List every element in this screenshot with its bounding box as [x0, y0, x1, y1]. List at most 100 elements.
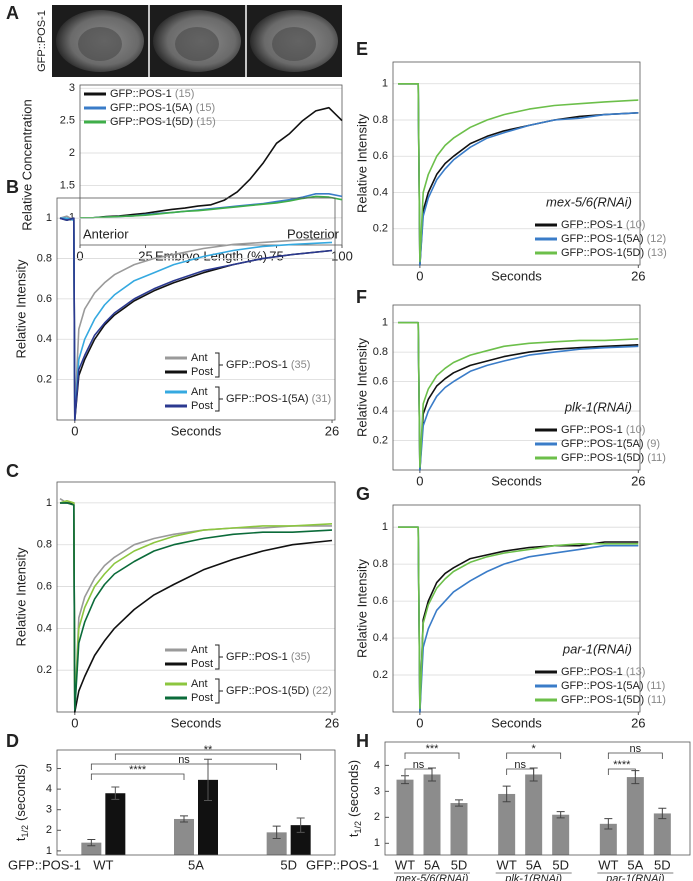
error-bar: [111, 786, 120, 800]
bar: [498, 793, 516, 855]
legend-label: GFP::POS-1(5D) (11): [561, 452, 666, 464]
y-label-unit: (seconds): [13, 764, 28, 821]
legend-group-label: GFP::POS-1 (35): [226, 359, 310, 371]
significance-label: ***: [426, 743, 440, 755]
legend-count: (22): [312, 685, 332, 697]
annotation: plk-1(RNAi): [564, 399, 632, 414]
legend-name: GFP::POS-1(5A): [561, 438, 644, 450]
legend-label: GFP::POS-1 (10): [561, 219, 645, 231]
y-tick-label: 0.2: [37, 374, 52, 386]
x-tick-label: 0: [416, 715, 423, 730]
error-bar: [658, 807, 667, 820]
y-tick-label: 0.6: [373, 376, 388, 388]
legend-label: Post: [191, 400, 213, 412]
legend-name: Post: [191, 692, 213, 704]
group-label: plk-1(RNAi): [504, 873, 562, 881]
y-tick-label: 0.2: [373, 434, 388, 446]
y-tick-label: 4: [46, 783, 52, 795]
x-tick-label: 5A: [627, 857, 643, 872]
bar: [266, 832, 287, 855]
legend-name: Post: [191, 366, 213, 378]
y-axis-label: t1/2 (seconds): [13, 764, 30, 841]
series-line: [80, 193, 343, 219]
y-tick-label: 5: [46, 762, 52, 774]
legend-name: GFP::POS-1(5D): [110, 116, 193, 128]
legend-count: (15): [196, 116, 216, 128]
significance-label: ****: [613, 759, 631, 771]
legend-name: GFP::POS-1(5D): [561, 452, 644, 464]
legend-count: (13): [647, 247, 667, 259]
series-line: [60, 502, 333, 711]
series-line: [59, 217, 333, 421]
bar: [525, 774, 543, 855]
bar: [396, 779, 414, 855]
panel-letter: D: [6, 731, 19, 751]
error-bar: [502, 785, 511, 803]
legend-count: (15): [175, 88, 195, 100]
x-tick-label: 0: [416, 473, 423, 488]
y-tick-label: 1: [46, 845, 52, 857]
y-label-sub: 1/2: [353, 821, 363, 834]
x-axis-label: Seconds: [491, 268, 542, 283]
panel-letter: A: [6, 3, 19, 23]
legend-name: Post: [191, 658, 213, 670]
annotation: mex-5/6(RNAi): [546, 194, 632, 209]
legend-group-name: GFP::POS-1: [226, 651, 288, 663]
legend-count: (15): [196, 102, 216, 114]
legend-name: GFP::POS-1: [561, 219, 623, 231]
series-line: [398, 526, 639, 710]
y-tick-label: 0.2: [373, 223, 388, 235]
y-tick-label: 1: [69, 212, 75, 224]
y-tick-label: 4: [374, 759, 380, 771]
error-bar: [204, 758, 212, 801]
micrograph: GFP::POS-1: [36, 5, 342, 77]
legend-label: GFP::POS-1 (13): [561, 666, 645, 678]
y-tick-label: 0.4: [373, 405, 388, 417]
x-tick-label: WT: [93, 857, 113, 872]
y-axis-label: Relative Intensity: [354, 114, 369, 213]
plot-frame: [79, 84, 343, 246]
significance-label: ns: [630, 743, 642, 755]
significance-bracket: [607, 768, 636, 775]
significance-bracket: [90, 763, 278, 770]
y-axis-label: Relative Intensity: [13, 259, 28, 358]
legend-count: (11): [647, 680, 666, 692]
group-label: mex-5/6(RNAi): [396, 873, 469, 881]
legend-name: GFP::POS-1(5D): [561, 247, 644, 259]
y-axis-label: Relative Intensity: [354, 559, 369, 658]
significance-label: **: [204, 744, 213, 756]
x-tick-label: 100: [331, 248, 353, 263]
x-tick-label: 26: [631, 268, 645, 283]
y-tick-label: 0.8: [373, 558, 388, 570]
significance-label: ns: [514, 759, 526, 771]
plot-frame: [392, 504, 641, 713]
x-tick-label: 5A: [424, 857, 440, 872]
legend-name: GFP::POS-1: [110, 88, 172, 100]
y-tick-label: 2.5: [60, 115, 75, 127]
x-axis-label: Seconds: [171, 423, 222, 438]
y-tick-label: 2: [69, 147, 75, 159]
series-line: [398, 321, 639, 468]
legend-group-name: GFP::POS-1(5D): [226, 685, 309, 697]
y-tick-label: 3: [374, 785, 380, 797]
x-tick-label: 5A: [526, 857, 542, 872]
y-label-main: t: [13, 837, 28, 841]
legend-label: GFP::POS-1(5A) (11): [561, 680, 665, 692]
y-tick-label: 0.4: [37, 622, 52, 634]
group-label: par-1(RNAi): [605, 873, 665, 881]
significance-label: *: [532, 743, 537, 755]
y-tick-label: 1.5: [60, 179, 75, 191]
legend-name: GFP::POS-1(5A): [561, 680, 644, 692]
bar: [105, 793, 126, 855]
legend-count: (31): [312, 393, 332, 405]
y-tick-label: 1: [382, 78, 388, 90]
nucleus: [78, 27, 122, 61]
legend-count: (35): [291, 651, 311, 663]
y-tick-label: 1: [382, 317, 388, 329]
y-label-main: t: [346, 833, 361, 837]
legend-group-name: GFP::POS-1: [226, 359, 288, 371]
significance-bracket: [404, 768, 433, 775]
legend-label: Ant: [191, 678, 208, 690]
legend-name: Ant: [191, 352, 208, 364]
